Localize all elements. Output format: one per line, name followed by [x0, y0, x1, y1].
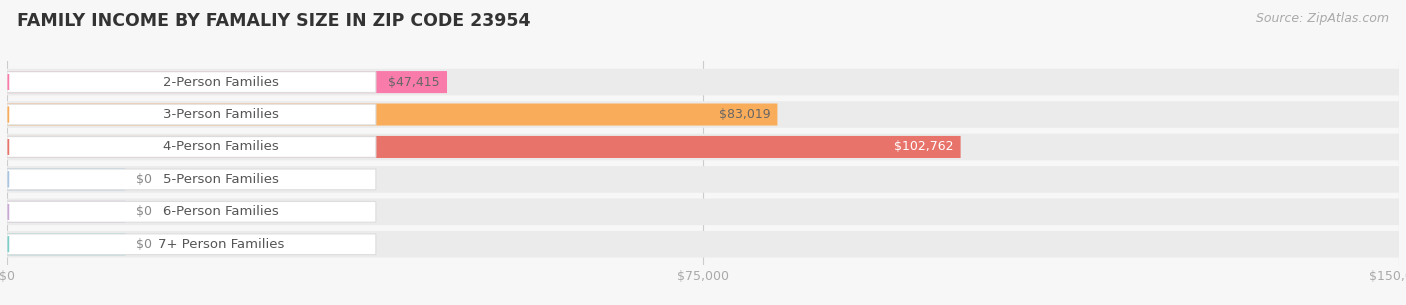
Text: 7+ Person Families: 7+ Person Families — [157, 238, 284, 251]
Text: FAMILY INCOME BY FAMALIY SIZE IN ZIP CODE 23954: FAMILY INCOME BY FAMALIY SIZE IN ZIP COD… — [17, 12, 530, 30]
Text: 2-Person Families: 2-Person Families — [163, 76, 278, 88]
Text: $0: $0 — [136, 205, 152, 218]
Text: $0: $0 — [136, 238, 152, 251]
FancyBboxPatch shape — [7, 166, 1399, 193]
FancyBboxPatch shape — [7, 168, 125, 190]
FancyBboxPatch shape — [7, 104, 375, 125]
Text: 3-Person Families: 3-Person Families — [163, 108, 278, 121]
FancyBboxPatch shape — [7, 199, 1399, 225]
FancyBboxPatch shape — [7, 233, 125, 255]
Text: $47,415: $47,415 — [388, 76, 440, 88]
FancyBboxPatch shape — [7, 169, 375, 190]
FancyBboxPatch shape — [7, 134, 1399, 160]
FancyBboxPatch shape — [7, 103, 778, 126]
Text: Source: ZipAtlas.com: Source: ZipAtlas.com — [1256, 12, 1389, 25]
Text: $0: $0 — [136, 173, 152, 186]
FancyBboxPatch shape — [7, 69, 1399, 95]
FancyBboxPatch shape — [7, 231, 1399, 257]
FancyBboxPatch shape — [7, 71, 447, 93]
Text: 6-Person Families: 6-Person Families — [163, 205, 278, 218]
FancyBboxPatch shape — [7, 72, 375, 92]
FancyBboxPatch shape — [7, 201, 375, 222]
FancyBboxPatch shape — [7, 201, 125, 223]
Text: $83,019: $83,019 — [718, 108, 770, 121]
FancyBboxPatch shape — [7, 136, 960, 158]
Text: $102,762: $102,762 — [894, 141, 953, 153]
Text: 4-Person Families: 4-Person Families — [163, 141, 278, 153]
FancyBboxPatch shape — [7, 101, 1399, 128]
FancyBboxPatch shape — [7, 137, 375, 157]
FancyBboxPatch shape — [7, 234, 375, 255]
Text: 5-Person Families: 5-Person Families — [163, 173, 278, 186]
